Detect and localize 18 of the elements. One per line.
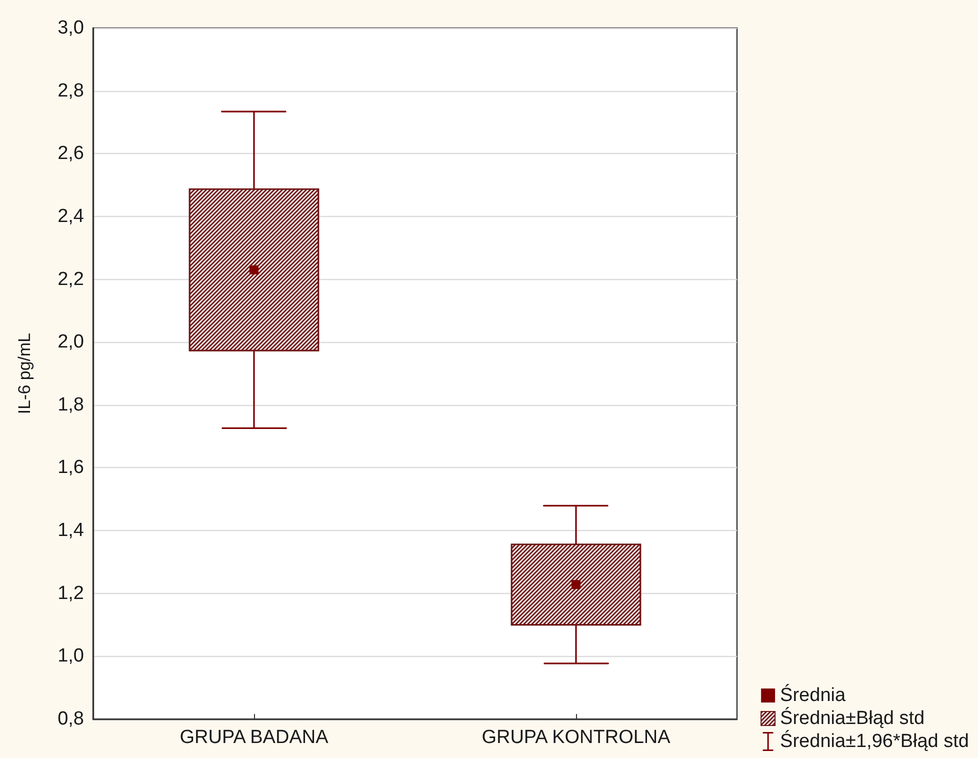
legend-label: Średnia±1,96*Błąd std [780,729,970,752]
y-tick-label: 2,6 [58,143,84,164]
y-tick-label: 1,2 [58,582,84,604]
y-axis-title: IL-6 pg/mL [15,332,34,414]
y-tick-label: 1,8 [58,394,84,416]
x-tick-label: GRUPA BADANA [180,727,329,748]
x-tick-label: GRUPA KONTROLNA [482,727,671,748]
y-tick-label: 2,2 [58,268,84,290]
y-tick-label: 2,4 [58,206,84,227]
y-tick-label: 2,0 [58,332,84,353]
legend-label: Średnia±Błąd std [780,706,925,729]
y-tick-label: 1,6 [58,457,84,478]
y-tick-label: 1,0 [58,646,84,667]
y-tick-label: 3,0 [58,18,84,38]
y-tick-label: 1,4 [58,520,84,542]
y-tick-label: 2,8 [58,80,84,102]
y-tick-label: 0,8 [58,708,84,730]
legend-label: Średnia [780,683,846,706]
